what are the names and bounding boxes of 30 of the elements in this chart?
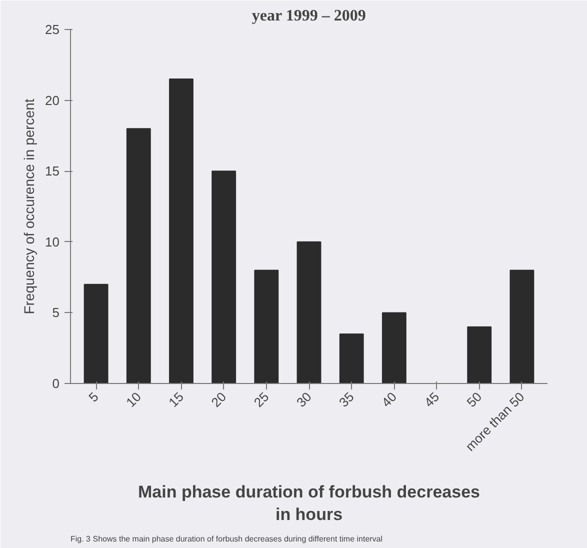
x-tick-label: 15 [166, 389, 187, 410]
bar [339, 333, 364, 384]
x-tick-label: 30 [293, 389, 314, 410]
bar [510, 270, 534, 384]
bar [254, 270, 279, 384]
y-tick-label: 25 [45, 22, 60, 37]
bar [169, 78, 194, 384]
y-tick-label: 15 [45, 164, 60, 179]
bar [382, 312, 406, 384]
bar [212, 170, 236, 384]
x-tick-label: 45 [421, 389, 442, 410]
chart-title: year 1999 – 2009 [252, 8, 366, 24]
bar [296, 241, 322, 384]
y-tick-label: 0 [52, 376, 60, 391]
x-tick-label: 40 [378, 389, 400, 410]
x-tick-label: 35 [336, 389, 357, 410]
y-tick-label: 10 [45, 234, 60, 250]
x-tick-label: 10 [123, 389, 144, 410]
caption: Fig. 3 Shows the main phase duration of forbush decreases during different time interval [70, 534, 383, 544]
x-tick-label: 25 [250, 389, 272, 410]
bar [126, 128, 151, 384]
x-tick-label: 20 [208, 389, 230, 410]
x-axis-title: Main phase duration of forbush decreases in hours [138, 482, 480, 524]
x-tick-label: 50 [464, 389, 485, 410]
bar [84, 284, 108, 384]
y-tick-label: 5 [52, 305, 60, 320]
bar [467, 326, 492, 384]
x-tick-label: 5 [86, 389, 102, 405]
y-axis-title: Frequency of occurence in percent [21, 98, 38, 314]
y-tick-label: 20 [45, 92, 60, 108]
